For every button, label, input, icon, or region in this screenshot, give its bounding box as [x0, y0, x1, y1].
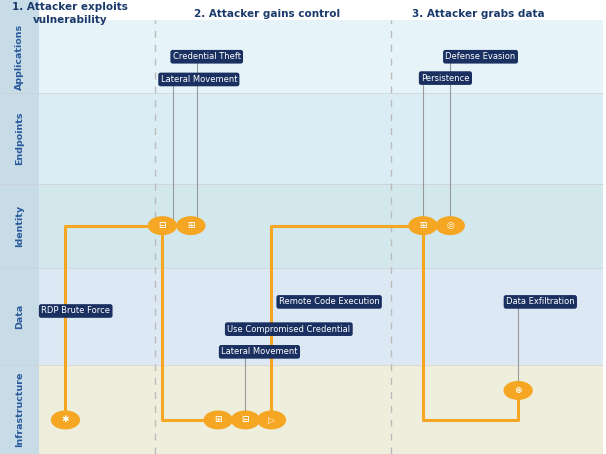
Text: ▷: ▷: [268, 415, 275, 424]
Text: Data Exfiltration: Data Exfiltration: [506, 297, 574, 306]
Text: 3. Attacker grabs data: 3. Attacker grabs data: [413, 9, 545, 19]
Ellipse shape: [176, 216, 205, 235]
FancyBboxPatch shape: [0, 20, 39, 93]
Text: ✱: ✱: [62, 415, 69, 424]
Text: Applications: Applications: [15, 24, 24, 90]
FancyBboxPatch shape: [0, 184, 39, 268]
Ellipse shape: [51, 410, 80, 429]
Text: ⊞: ⊞: [215, 415, 222, 424]
Text: ⊞: ⊞: [187, 221, 195, 230]
Ellipse shape: [504, 381, 533, 400]
Text: Defense Evasion: Defense Evasion: [445, 52, 516, 61]
Text: Credential Theft: Credential Theft: [173, 52, 241, 61]
FancyBboxPatch shape: [0, 268, 39, 365]
Ellipse shape: [204, 410, 233, 429]
Text: ⊟: ⊟: [242, 415, 249, 424]
Text: ⊟: ⊟: [159, 221, 166, 230]
Text: 2. Attacker gains control: 2. Attacker gains control: [193, 9, 340, 19]
Text: ⊗: ⊗: [514, 386, 522, 395]
Text: Data: Data: [15, 304, 24, 329]
Text: Endpoints: Endpoints: [15, 112, 24, 165]
FancyBboxPatch shape: [0, 0, 39, 20]
Ellipse shape: [436, 216, 465, 235]
Ellipse shape: [231, 410, 260, 429]
Ellipse shape: [148, 216, 177, 235]
Text: Persistence: Persistence: [421, 74, 470, 83]
Text: Infrastructure: Infrastructure: [15, 372, 24, 448]
FancyBboxPatch shape: [0, 93, 39, 184]
FancyBboxPatch shape: [0, 0, 603, 20]
FancyBboxPatch shape: [0, 365, 39, 454]
Text: ◎: ◎: [447, 221, 454, 230]
FancyBboxPatch shape: [39, 365, 603, 454]
Text: 1. Attacker exploits
vulnerability: 1. Attacker exploits vulnerability: [12, 2, 128, 25]
Text: Lateral Movement: Lateral Movement: [221, 347, 298, 356]
Ellipse shape: [257, 410, 286, 429]
Text: Identity: Identity: [15, 205, 24, 247]
Text: Lateral Movement: Lateral Movement: [161, 75, 237, 84]
FancyBboxPatch shape: [39, 184, 603, 268]
Text: Use Compromised Credential: Use Compromised Credential: [227, 325, 350, 334]
Text: Remote Code Execution: Remote Code Execution: [279, 297, 379, 306]
Text: ⊞: ⊞: [419, 221, 427, 230]
Ellipse shape: [408, 216, 438, 235]
FancyBboxPatch shape: [39, 20, 603, 93]
FancyBboxPatch shape: [39, 93, 603, 184]
Text: RDP Brute Force: RDP Brute Force: [41, 306, 110, 316]
FancyBboxPatch shape: [39, 268, 603, 365]
